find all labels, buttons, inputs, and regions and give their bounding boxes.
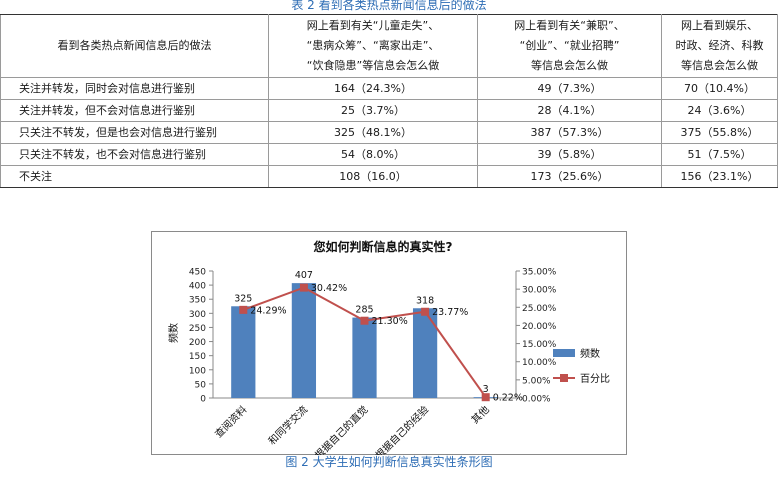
- table-row: 不关注 108（16.0） 173（25.6%） 156（23.1%）: [0, 165, 778, 188]
- table-cell: 375（55.8%）: [661, 121, 778, 144]
- header-col3-line: 时政、经济、科教: [675, 39, 764, 52]
- data-table: 看到各类热点新闻信息后的做法 网上看到有关“儿童走失”、 “患病众筹”、“离家出…: [0, 14, 778, 188]
- header-col2: 网上看到有关“兼职”、 “创业”、“就业招聘” 等信息会怎么做: [477, 14, 662, 78]
- percent-marker: [239, 305, 248, 314]
- row-label: 只关注不转发，但是也会对信息进行鉴别: [0, 121, 269, 144]
- header-col0: 看到各类热点新闻信息后的做法: [0, 14, 269, 78]
- percent-marker: [421, 307, 430, 316]
- right-tick-label: 10.00%: [522, 358, 557, 368]
- table-cell: 156（23.1%）: [661, 165, 778, 188]
- table-caption: 表 2 看到各类热点新闻信息后的做法: [291, 0, 487, 12]
- right-tick-label: 30.00%: [522, 286, 557, 296]
- right-tick-label: 5.00%: [522, 376, 551, 386]
- left-tick-label: 300: [189, 310, 206, 320]
- left-tick-label: 50: [195, 380, 207, 390]
- table-row: 关注并转发，同时会对信息进行鉴别 164（24.3%） 49（7.3%） 70（…: [0, 77, 778, 100]
- table-cell: 28（4.1%）: [477, 99, 662, 122]
- table-cell: 54（8.0%）: [268, 143, 478, 166]
- table-cell: 51（7.5%）: [661, 143, 778, 166]
- chart-title: 您如何判断信息的真实性?: [314, 239, 453, 254]
- table-row: 关注并转发，但不会对信息进行鉴别 25（3.7%） 28（4.1%） 24（3.…: [0, 99, 778, 122]
- table-cell: 164（24.3%）: [268, 77, 478, 100]
- legend-line-marker: [560, 374, 568, 382]
- table-cell: 25（3.7%）: [268, 99, 478, 122]
- table-row: 只关注不转发，也不会对信息进行鉴别 54（8.0%） 39（5.8%） 51（7…: [0, 143, 778, 166]
- legend-line-label: 百分比: [580, 373, 610, 385]
- table-header-row: 看到各类热点新闻信息后的做法 网上看到有关“儿童走失”、 “患病众筹”、“离家出…: [0, 14, 778, 78]
- y-axis-title: 频数: [167, 323, 180, 343]
- table-cell: 70（10.4%）: [661, 77, 778, 100]
- legend-bar-label: 频数: [580, 347, 600, 360]
- left-tick-label: 450: [189, 268, 206, 278]
- percent-value-label: 30.42%: [311, 283, 347, 294]
- bar: [291, 283, 317, 398]
- header-col1: 网上看到有关“儿童走失”、 “患病众筹”、“离家出走”、 “饮食隐患”等信息会怎…: [268, 14, 478, 78]
- right-tick-label: 20.00%: [522, 322, 557, 332]
- left-tick-label: 350: [189, 296, 206, 306]
- chart-frame: [151, 231, 627, 455]
- table-cell: 108（16.0）: [268, 165, 478, 188]
- header-col1-line: “患病众筹”、“离家出走”、: [306, 39, 440, 52]
- percent-marker: [481, 393, 490, 402]
- right-tick-label: 15.00%: [522, 340, 557, 350]
- left-tick-label: 400: [189, 282, 206, 292]
- bar: [412, 308, 438, 398]
- bar: [231, 306, 256, 398]
- bar: [352, 317, 377, 398]
- percent-marker: [299, 283, 308, 292]
- percent-value-label: 23.77%: [432, 307, 468, 318]
- header-col3: 网上看到娱乐、 时政、经济、科教 等信息会怎么做: [661, 14, 778, 78]
- bar-value-label: 325: [234, 293, 252, 304]
- table-cell: 39（5.8%）: [477, 143, 662, 166]
- table-cell: 49（7.3%）: [477, 77, 662, 100]
- left-tick-label: 250: [189, 324, 206, 334]
- figure-caption: 图 2 大学生如何判断信息真实性条形图: [285, 455, 493, 469]
- row-label: 关注并转发，但不会对信息进行鉴别: [0, 99, 269, 122]
- table-cell: 24（3.6%）: [661, 99, 778, 122]
- legend-bar-swatch: [553, 349, 575, 357]
- percent-value-label: 0.22%: [493, 393, 523, 404]
- right-tick-label: 35.00%: [522, 268, 557, 278]
- chart-plot-area: 0 50 100 150 200 250 300 350 400 450 0.00% 5.00% 10.…: [189, 268, 610, 456]
- table-cell: 325（48.1%）: [268, 121, 478, 144]
- bar-value-label: 318: [416, 295, 434, 306]
- left-tick-label: 150: [189, 352, 206, 362]
- bar-value-label: 407: [295, 270, 313, 281]
- row-label: 不关注: [0, 165, 269, 188]
- percent-value-label: 24.29%: [250, 305, 286, 316]
- right-tick-label: 0.00%: [522, 395, 551, 405]
- left-tick-label: 100: [189, 366, 206, 376]
- bar-value-label: 285: [355, 305, 373, 316]
- bar-value-label: 3: [483, 384, 489, 395]
- table-row: 只关注不转发，但是也会对信息进行鉴别 325（48.1%） 387（57.3%）…: [0, 121, 778, 144]
- right-tick-label: 25.00%: [522, 304, 557, 314]
- left-tick-label: 200: [189, 338, 206, 348]
- header-col1-line: “饮食隐患”等信息会怎么做: [306, 59, 440, 72]
- header-col3-line: 网上看到娱乐、: [681, 19, 758, 32]
- table-cell: 387（57.3%）: [477, 121, 662, 144]
- header-col3-line: 等信息会怎么做: [681, 59, 758, 72]
- percent-value-label: 21.30%: [372, 316, 408, 327]
- header-col2-line: 网上看到有关“兼职”、: [514, 19, 625, 32]
- table-cell: 173（25.6%）: [477, 165, 662, 188]
- header-col2-line: “创业”、“就业招聘”: [519, 39, 620, 52]
- left-tick-label: 0: [200, 395, 206, 405]
- row-label: 关注并转发，同时会对信息进行鉴别: [0, 77, 269, 100]
- chart: 您如何判断信息的真实性? 频数 0 50 100 150 200 250 300 350 400…: [151, 231, 627, 455]
- header-col2-line: 等信息会怎么做: [531, 59, 608, 72]
- header-col1-line: 网上看到有关“儿童走失”、: [306, 19, 440, 32]
- row-label: 只关注不转发，也不会对信息进行鉴别: [0, 143, 269, 166]
- percent-marker: [360, 316, 369, 325]
